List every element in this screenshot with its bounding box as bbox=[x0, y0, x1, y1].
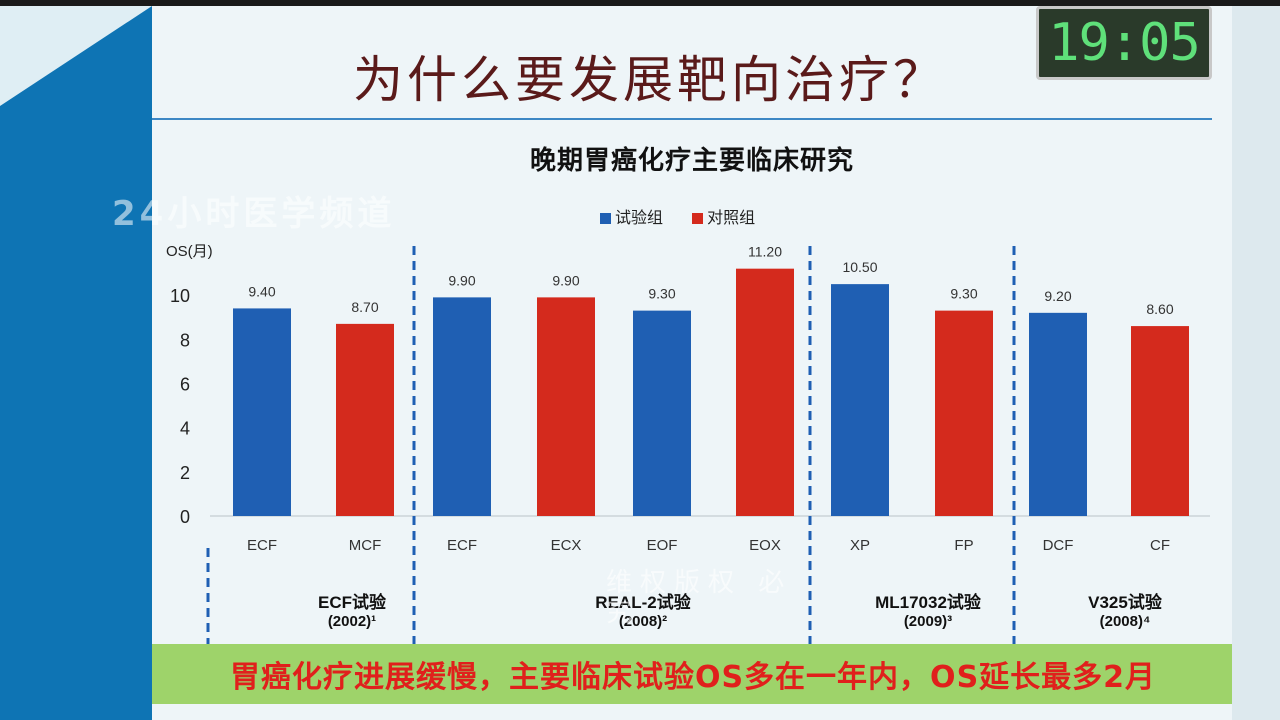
title-divider bbox=[152, 118, 1212, 120]
y-tick-label: 10 bbox=[170, 286, 190, 306]
left-decor-band bbox=[0, 6, 152, 720]
right-edge bbox=[1232, 6, 1280, 720]
group-year: (2002)¹ bbox=[328, 613, 376, 630]
bar-experimental bbox=[831, 284, 889, 516]
bar-value-label: 8.60 bbox=[1146, 301, 1173, 317]
bar-value-label: 9.40 bbox=[248, 283, 275, 299]
x-tick-label: ECF bbox=[447, 537, 477, 554]
x-tick-label: ECX bbox=[551, 537, 582, 554]
bar-experimental bbox=[233, 308, 291, 516]
chart-title: 晚期胃癌化疗主要临床研究 bbox=[529, 146, 854, 176]
group-name: REAL-2试验 bbox=[595, 592, 691, 612]
bar-control bbox=[1131, 326, 1189, 516]
group-name: V325试验 bbox=[1088, 592, 1163, 612]
x-tick-label: MCF bbox=[349, 537, 382, 554]
bar-value-label: 11.20 bbox=[748, 244, 782, 260]
legend-label: 对照组 bbox=[707, 208, 756, 227]
y-axis-title: OS(月) bbox=[166, 243, 213, 260]
watermark-channel: 24小时医学频道 bbox=[112, 194, 396, 234]
bar-value-label: 9.20 bbox=[1044, 288, 1071, 304]
bar-value-label: 9.30 bbox=[950, 286, 977, 302]
x-tick-label: FP bbox=[954, 537, 973, 554]
group-year: (2008)² bbox=[619, 613, 667, 630]
y-tick-label: 4 bbox=[180, 419, 190, 439]
x-tick-label: DCF bbox=[1043, 537, 1074, 554]
bar-experimental bbox=[1029, 312, 1087, 516]
group-year: (2009)³ bbox=[904, 613, 952, 630]
y-tick-label: 2 bbox=[180, 463, 190, 483]
chart-legend: 试验组 对照组 bbox=[600, 204, 779, 228]
legend-swatch-blue bbox=[600, 213, 611, 224]
bar-control bbox=[736, 268, 794, 516]
legend-swatch-red bbox=[692, 213, 704, 224]
legend-label: 试验组 bbox=[615, 208, 664, 227]
bar-value-label: 9.90 bbox=[448, 272, 475, 288]
group-name: ECF试验 bbox=[318, 592, 387, 612]
y-tick-label: 0 bbox=[180, 507, 190, 527]
bar-experimental bbox=[633, 310, 691, 516]
y-tick-label: 6 bbox=[180, 375, 190, 395]
y-tick-label: 8 bbox=[180, 330, 190, 350]
slide-title: 为什么要发展靶向治疗？ bbox=[353, 51, 947, 109]
bar-value-label: 10.50 bbox=[842, 259, 877, 275]
bar-control bbox=[336, 323, 394, 516]
bar-value-label: 9.90 bbox=[552, 272, 579, 288]
countdown-clock: 19:05 bbox=[1036, 6, 1212, 80]
x-tick-label: XP bbox=[850, 537, 870, 554]
footer-banner bbox=[152, 644, 1232, 704]
bar-control bbox=[537, 297, 595, 516]
group-year: (2008)⁴ bbox=[1100, 613, 1151, 630]
x-tick-label: CF bbox=[1150, 537, 1170, 554]
x-tick-label: EOX bbox=[749, 537, 781, 554]
legend-item-control: 对照组 bbox=[692, 208, 755, 227]
footer-conclusion: 胃癌化疗进展缓慢，主要临床试验OS多在一年内，OS延长最多2月 bbox=[229, 660, 1157, 695]
bar-experimental bbox=[433, 297, 491, 516]
legend-item-experimental: 试验组 bbox=[600, 208, 668, 227]
watermark-rights: 维权版权 必究 bbox=[606, 568, 793, 628]
bar-control bbox=[935, 310, 993, 516]
bar-value-label: 8.70 bbox=[351, 299, 378, 315]
bar-value-label: 9.30 bbox=[648, 286, 675, 302]
group-name: ML17032试验 bbox=[875, 592, 982, 612]
x-tick-label: ECF bbox=[247, 537, 277, 554]
x-tick-label: EOF bbox=[647, 537, 678, 554]
